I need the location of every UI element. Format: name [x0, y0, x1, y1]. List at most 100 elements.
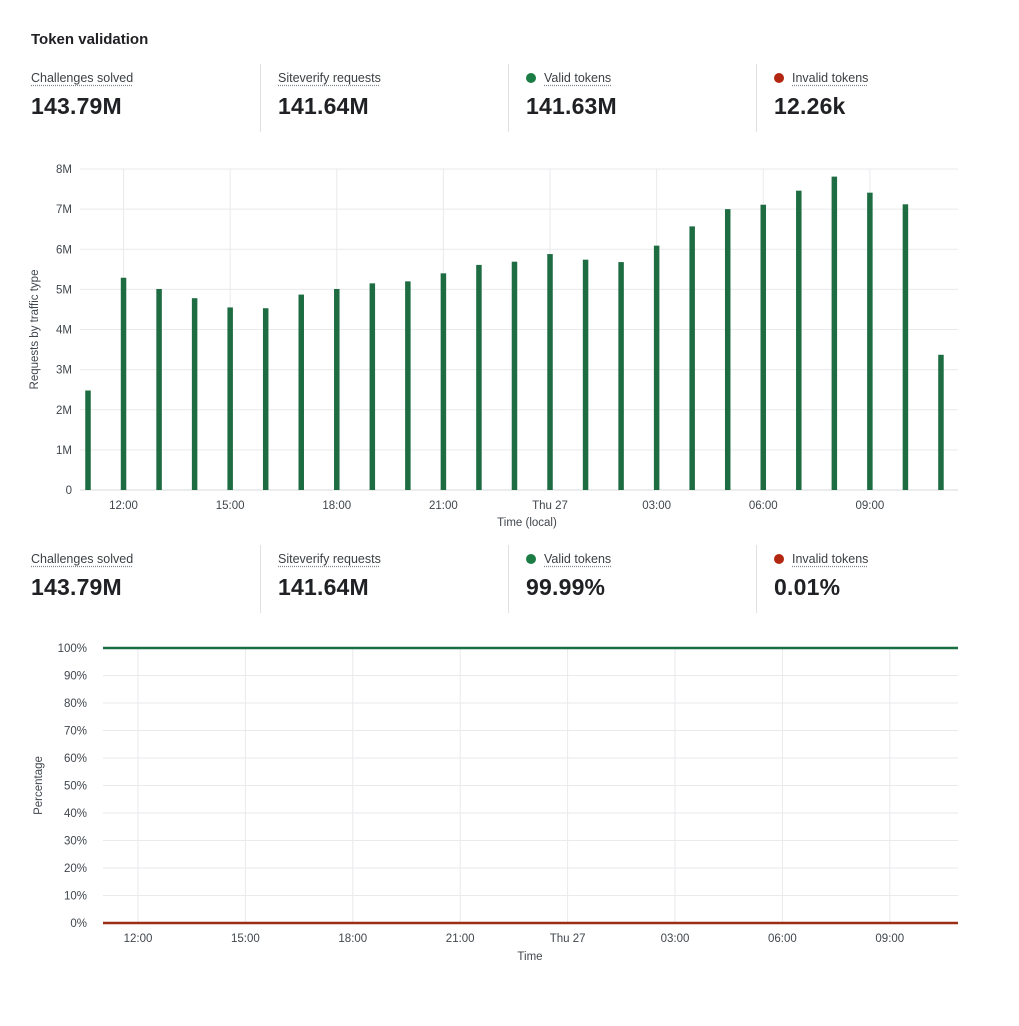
stat-invalid-tokens: Invalid tokens 12.26k	[756, 64, 1004, 132]
svg-text:5M: 5M	[56, 284, 72, 296]
x-gridlines	[137, 648, 891, 923]
invalid-tokens-dot-icon	[774, 73, 784, 83]
bar[interactable]	[476, 264, 482, 490]
stat-value-invalid-tokens-pct: 0.01%	[774, 574, 841, 600]
bar[interactable]	[831, 176, 838, 490]
svg-text:Thu 27: Thu 27	[550, 933, 586, 945]
bar[interactable]	[191, 298, 198, 490]
bar[interactable]	[582, 259, 589, 490]
svg-text:90%: 90%	[64, 671, 87, 683]
stat-siteverify-requests-2: Siteverify requests 141.64M	[260, 545, 508, 613]
svg-text:80%: 80%	[64, 698, 87, 710]
page-title: Token validation	[31, 31, 149, 48]
svg-text:03:00: 03:00	[642, 500, 671, 512]
bar[interactable]	[653, 245, 660, 490]
bar[interactable]	[902, 204, 909, 490]
stat-label-siteverify-requests-2[interactable]: Siteverify requests	[278, 552, 381, 566]
y-tick-labels: 0 1M 2M 3M 4M 5M 6M 7M 8M	[56, 164, 72, 497]
bar[interactable]	[334, 288, 340, 490]
bar[interactable]	[760, 204, 767, 490]
svg-text:09:00: 09:00	[855, 500, 884, 512]
svg-text:21:00: 21:00	[429, 500, 458, 512]
stat-label-invalid-tokens-pct[interactable]: Invalid tokens	[792, 552, 869, 566]
svg-text:3M: 3M	[56, 365, 72, 377]
stat-valid-tokens-pct: Valid tokens 99.99%	[508, 545, 756, 613]
stat-label-valid-tokens[interactable]: Valid tokens	[544, 71, 612, 85]
stat-label-challenges-solved[interactable]: Challenges solved	[31, 71, 134, 85]
bar[interactable]	[689, 226, 695, 490]
svg-text:18:00: 18:00	[322, 500, 351, 512]
stats-row-percentages: Challenges solved 143.79M Siteverify req…	[31, 545, 1004, 613]
stat-value-siteverify-requests-2: 141.64M	[278, 574, 369, 600]
stat-valid-tokens: Valid tokens 141.63M	[508, 64, 756, 132]
token-percentage-line-chart[interactable]: 0% 10% 20% 30% 40% 50% 60% 70% 80% 90% 100% 12:00 15…	[0, 630, 1019, 975]
svg-text:30%: 30%	[64, 836, 87, 848]
svg-text:6M: 6M	[56, 244, 72, 256]
stat-value-challenges-solved: 143.79M	[31, 93, 122, 119]
bar[interactable]	[547, 254, 553, 490]
svg-text:100%: 100%	[58, 643, 87, 655]
bar[interactable]	[262, 308, 269, 490]
y-gridlines	[80, 168, 958, 491]
svg-text:09:00: 09:00	[875, 933, 904, 945]
y-tick-labels: 0% 10% 20% 30% 40% 50% 60% 70% 80% 90% 100%	[58, 643, 87, 930]
svg-text:03:00: 03:00	[661, 933, 690, 945]
stat-label-challenges-solved-2[interactable]: Challenges solved	[31, 552, 134, 566]
bar[interactable]	[369, 283, 376, 490]
svg-text:15:00: 15:00	[231, 933, 260, 945]
stat-challenges-solved: Challenges solved 143.79M	[31, 64, 260, 132]
stat-value-invalid-tokens: 12.26k	[774, 93, 846, 119]
bar[interactable]	[156, 288, 162, 490]
svg-text:20%: 20%	[64, 863, 87, 875]
bar[interactable]	[867, 192, 873, 491]
x-axis-title: Time	[517, 951, 542, 963]
y-axis-title: Requests by traffic type	[29, 270, 41, 390]
stat-invalid-tokens-pct: Invalid tokens 0.01%	[756, 545, 1004, 613]
bar[interactable]	[120, 277, 127, 490]
svg-text:12:00: 12:00	[124, 933, 153, 945]
bar[interactable]	[938, 354, 944, 490]
bar[interactable]	[85, 390, 91, 490]
y-gridlines	[103, 647, 958, 924]
svg-text:12:00: 12:00	[109, 500, 138, 512]
stat-value-valid-tokens: 141.63M	[526, 93, 617, 119]
bar[interactable]	[618, 262, 624, 490]
svg-text:0%: 0%	[70, 918, 87, 930]
svg-text:21:00: 21:00	[446, 933, 475, 945]
stat-value-siteverify-requests: 141.64M	[278, 93, 369, 119]
x-tick-labels: 12:00 15:00 18:00 21:00 Thu 27 03:00 06:00 09:0…	[109, 500, 884, 512]
svg-text:50%: 50%	[64, 781, 87, 793]
bar[interactable]	[511, 261, 518, 490]
bar[interactable]	[796, 190, 802, 491]
svg-text:06:00: 06:00	[768, 933, 797, 945]
invalid-tokens-dot-icon	[774, 554, 784, 564]
y-axis-title: Percentage	[33, 756, 45, 815]
stat-siteverify-requests: Siteverify requests 141.64M	[260, 64, 508, 132]
svg-text:06:00: 06:00	[749, 500, 778, 512]
svg-text:0: 0	[66, 485, 72, 497]
stat-label-invalid-tokens[interactable]: Invalid tokens	[792, 71, 869, 85]
requests-by-traffic-type-bar-chart[interactable]: 0 1M 2M 3M 4M 5M 6M 7M 8M 12:00 15:00 18:00 21:00 Thu…	[0, 155, 1019, 535]
stat-label-valid-tokens-pct[interactable]: Valid tokens	[544, 552, 612, 566]
bar[interactable]	[405, 281, 411, 490]
svg-text:18:00: 18:00	[338, 933, 367, 945]
svg-text:7M: 7M	[56, 204, 72, 216]
valid-tokens-dot-icon	[526, 554, 536, 564]
valid-tokens-bars[interactable]	[85, 176, 944, 491]
x-axis-title: Time (local)	[497, 517, 557, 529]
bar[interactable]	[298, 294, 304, 490]
svg-text:4M: 4M	[56, 325, 72, 337]
svg-text:2M: 2M	[56, 405, 72, 417]
bar[interactable]	[724, 209, 731, 491]
stat-value-valid-tokens-pct: 99.99%	[526, 574, 606, 600]
x-tick-labels: 12:00 15:00 18:00 21:00 Thu 27 03:00 06:00 09:0…	[124, 933, 905, 945]
svg-text:60%: 60%	[64, 753, 87, 765]
svg-text:8M: 8M	[56, 164, 72, 176]
stat-label-siteverify-requests[interactable]: Siteverify requests	[278, 71, 381, 85]
stat-challenges-solved-2: Challenges solved 143.79M	[31, 545, 260, 613]
svg-text:70%: 70%	[64, 726, 87, 738]
bar[interactable]	[227, 307, 233, 490]
stats-row-counts: Challenges solved 143.79M Siteverify req…	[31, 64, 1004, 132]
bar[interactable]	[440, 273, 447, 490]
